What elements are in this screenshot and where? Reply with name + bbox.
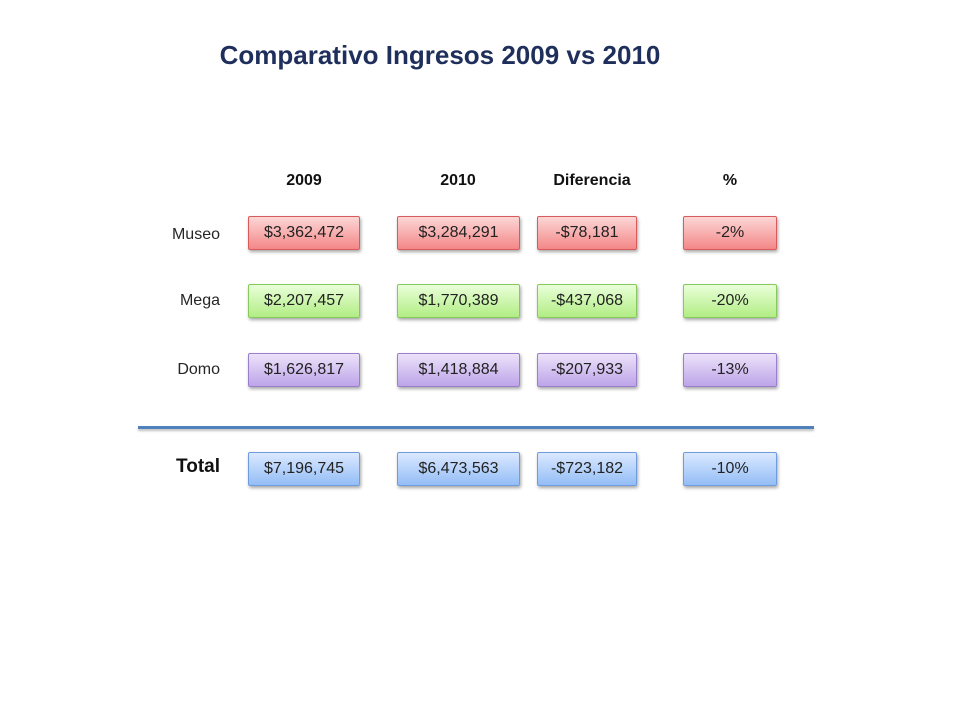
mega-percent-value: -20% (683, 284, 777, 318)
total-percent-value: -10% (683, 452, 777, 486)
total-2010-value: $6,473,563 (397, 452, 520, 486)
museo-2009-value: $3,362,472 (248, 216, 360, 250)
row-label-total: Total (176, 456, 220, 477)
domo-diferencia-value: -$207,933 (537, 353, 637, 387)
museo-percent-value: -2% (683, 216, 777, 250)
mega-diferencia-value: -$437,068 (537, 284, 637, 318)
header-percent: % (722, 172, 738, 189)
slide-title: Comparativo Ingresos 2009 vs 2010 (219, 40, 661, 70)
mega-2009-value: $2,207,457 (248, 284, 360, 318)
row-label-museo: Museo (171, 226, 220, 243)
museo-diferencia-value: -$78,181 (537, 216, 637, 250)
row-label-mega: Mega (179, 292, 220, 309)
divider-line (138, 426, 814, 429)
header-2009: 2009 (286, 172, 322, 189)
total-2009-value: $7,196,745 (248, 452, 360, 486)
domo-percent-value: -13% (683, 353, 777, 387)
museo-2010-value: $3,284,291 (397, 216, 520, 250)
row-label-domo: Domo (177, 361, 220, 378)
header-diferencia: Diferencia (553, 172, 631, 189)
domo-2010-value: $1,418,884 (397, 353, 520, 387)
header-2010: 2010 (440, 172, 476, 189)
domo-2009-value: $1,626,817 (248, 353, 360, 387)
total-diferencia-value: -$723,182 (537, 452, 637, 486)
mega-2010-value: $1,770,389 (397, 284, 520, 318)
